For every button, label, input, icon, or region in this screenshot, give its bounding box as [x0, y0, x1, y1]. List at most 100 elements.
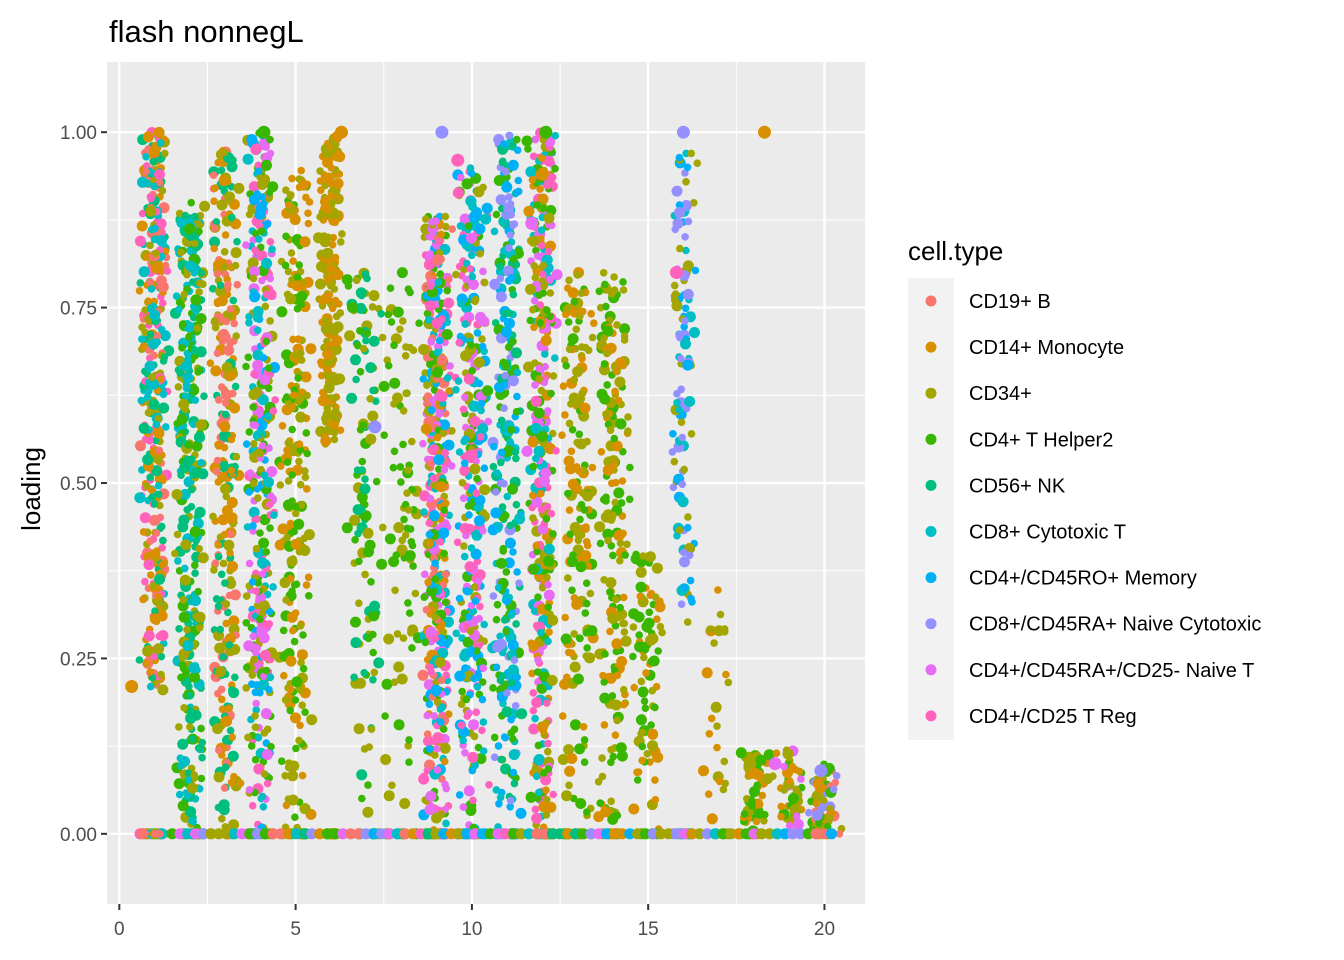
data-point [788, 762, 797, 771]
data-point [604, 536, 612, 545]
data-point [399, 828, 411, 840]
data-point [228, 686, 236, 694]
data-point [185, 260, 197, 272]
data-point [317, 395, 329, 407]
data-point [155, 456, 163, 465]
data-point [150, 500, 159, 508]
data-point [365, 362, 377, 374]
data-point [286, 611, 298, 623]
data-point [390, 678, 399, 686]
data-point [245, 313, 253, 321]
data-point [252, 359, 264, 371]
data-point [388, 781, 396, 790]
data-point [356, 491, 368, 503]
y-tick-label: 1.00 [60, 123, 97, 144]
data-point [560, 633, 572, 645]
data-point [549, 372, 558, 380]
data-point [402, 389, 411, 398]
data-point [780, 762, 788, 771]
data-point [247, 742, 256, 750]
data-point [257, 227, 266, 235]
data-point [565, 345, 574, 354]
data-point [552, 447, 560, 455]
data-point [818, 828, 830, 840]
data-point [244, 828, 256, 840]
data-point [210, 197, 218, 205]
data-point [479, 718, 488, 726]
data-point [441, 598, 450, 607]
data-point [213, 828, 225, 840]
data-point [138, 266, 150, 278]
data-point [252, 699, 260, 708]
data-point [265, 685, 273, 694]
data-point [445, 828, 457, 840]
data-point [735, 747, 747, 759]
data-point [448, 225, 457, 233]
data-point [243, 640, 255, 652]
data-point [500, 381, 509, 389]
data-point [368, 303, 377, 311]
data-point [137, 176, 148, 188]
data-point [533, 407, 545, 419]
data-point [456, 222, 465, 230]
data-point [155, 218, 167, 230]
data-point [785, 821, 794, 830]
data-point [376, 828, 388, 840]
data-point [565, 463, 577, 475]
data-point [143, 630, 155, 642]
data-point [306, 714, 318, 726]
data-point [677, 496, 689, 508]
data-point [179, 320, 187, 328]
data-point [151, 830, 159, 838]
data-point [545, 628, 553, 636]
data-point [285, 655, 297, 667]
data-point [157, 684, 169, 696]
data-point [613, 811, 622, 820]
data-point [684, 396, 696, 407]
data-point [436, 391, 448, 402]
data-point [249, 236, 257, 244]
data-point [353, 506, 362, 514]
data-point [303, 391, 311, 400]
data-point [282, 596, 290, 604]
data-point [299, 236, 311, 248]
data-point [720, 757, 729, 766]
data-point [443, 616, 454, 628]
data-point [423, 711, 432, 720]
data-point [220, 263, 229, 272]
data-point [551, 131, 560, 140]
data-point [297, 349, 305, 358]
data-point [256, 178, 268, 190]
data-point [425, 519, 434, 527]
data-point [540, 282, 548, 291]
data-point [298, 828, 310, 840]
data-point [260, 729, 269, 737]
data-point [384, 361, 393, 370]
data-point [211, 323, 220, 332]
data-point [218, 705, 227, 714]
data-point [509, 548, 517, 556]
data-point [242, 241, 250, 249]
data-point [160, 353, 169, 362]
data-point [419, 375, 428, 383]
data-point [406, 288, 414, 297]
data-point [286, 574, 295, 583]
data-point [323, 382, 335, 394]
data-point [252, 544, 261, 553]
data-point [157, 281, 169, 293]
data-point [392, 306, 404, 318]
data-point [613, 671, 622, 680]
data-point [505, 193, 513, 201]
data-point [686, 828, 698, 840]
data-point [439, 419, 450, 431]
data-point [480, 464, 489, 473]
data-point [502, 362, 510, 371]
data-point [551, 269, 563, 281]
data-point [320, 232, 328, 240]
data-point [543, 699, 551, 707]
data-point [230, 772, 238, 781]
data-point [616, 556, 624, 565]
data-point [748, 796, 756, 805]
data-point [177, 800, 189, 812]
data-point [286, 556, 298, 567]
